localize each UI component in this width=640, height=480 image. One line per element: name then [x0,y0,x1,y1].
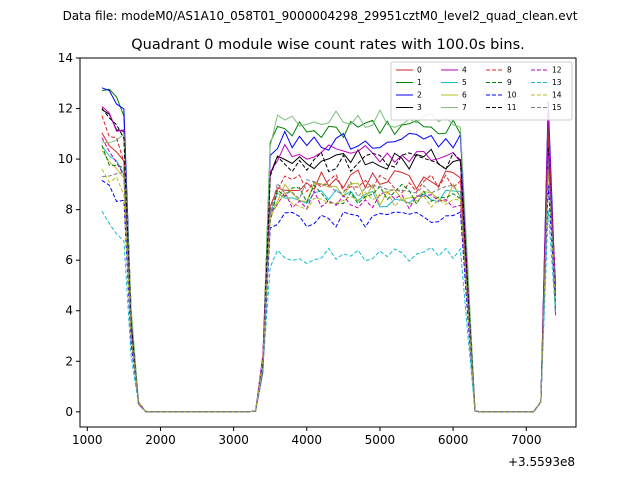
x-tick-label: 2000 [145,433,176,447]
legend-label-7: 7 [462,103,467,112]
series-line-4 [101,106,556,413]
series-line-8 [101,115,556,413]
series-line-15 [101,159,556,413]
series-layer [101,87,556,413]
y-tick-label: 2 [65,354,73,368]
series-line-1 [101,88,556,413]
series-line-12 [101,137,556,413]
legend-label-8: 8 [507,66,512,75]
x-axis: 1000 2000 3000 4000 5000 6000 7000 [72,427,542,447]
y-tick-label: 14 [58,51,73,65]
y-tick-label: 12 [58,102,73,116]
legend-label-1: 1 [417,78,422,87]
legend-label-0: 0 [417,66,422,75]
series-line-11 [101,107,556,413]
legend-label-12: 12 [552,66,562,75]
legend-label-9: 9 [507,78,512,87]
series-line-0 [101,132,556,413]
legend-box [390,61,573,121]
y-tick-label: 0 [65,405,73,419]
legend-label-15: 15 [552,103,562,112]
x-tick-label: 4000 [292,433,323,447]
legend-label-2: 2 [417,91,422,100]
series-line-2 [101,87,556,413]
x-axis-offset-label: +3.5593e8 [508,455,575,469]
legend-label-13: 13 [552,78,562,87]
series-line-13 [101,209,556,413]
series-line-7 [101,108,556,413]
legend-label-5: 5 [462,78,467,87]
y-tick-label: 4 [65,304,73,318]
series-line-14 [101,168,556,413]
chart-title: Quadrant 0 module wise count rates with … [131,37,525,53]
chart-suptitle: Data file: modeM0/AS1A10_058T01_90000042… [63,9,578,23]
legend-label-10: 10 [507,91,517,100]
legend-label-11: 11 [507,103,517,112]
axes-frame [79,57,577,428]
x-tick-label: 3000 [218,433,249,447]
y-axis: 0 2 4 6 8 10 12 14 [58,51,80,419]
x-tick-label: 6000 [438,433,469,447]
legend-label-4: 4 [462,66,467,75]
legend-label-14: 14 [552,91,562,100]
series-line-6 [101,149,556,413]
y-tick-label: 6 [65,253,73,267]
x-tick-label: 7000 [511,433,542,447]
y-tick-label: 10 [58,152,73,166]
x-tick-label: 1000 [72,433,103,447]
legend-label-3: 3 [417,103,422,112]
legend-label-6: 6 [462,91,467,100]
x-tick-label: 5000 [365,433,396,447]
y-tick-label: 8 [65,203,73,217]
series-line-3 [101,109,556,413]
series-line-10 [101,179,556,413]
